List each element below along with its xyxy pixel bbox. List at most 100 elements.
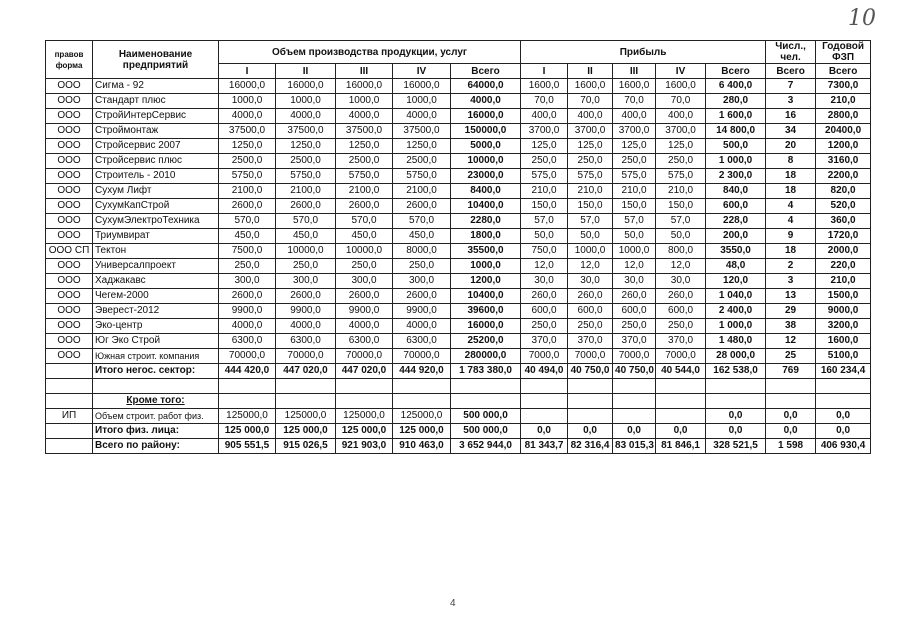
cell: 2600,0 (392, 288, 451, 304)
cell: 2600,0 (275, 198, 336, 214)
cell: 3160,0 (815, 153, 872, 169)
name-cell: Всего по району: (92, 438, 219, 454)
cell (815, 378, 872, 394)
cell: 38 (765, 318, 817, 334)
cell (45, 393, 93, 409)
cell: 2100,0 (392, 183, 451, 199)
cell: 1 000,0 (705, 153, 767, 169)
header-cell: Наименование предприятий (92, 40, 219, 79)
cell: 125,0 (612, 138, 657, 154)
cell: 6 400,0 (705, 78, 767, 94)
cell: 40 750,0 (567, 363, 614, 379)
cell: 1 600,0 (705, 108, 767, 124)
cell: 12,0 (655, 258, 707, 274)
cell: 7500,0 (218, 243, 276, 259)
cell: 1720,0 (815, 228, 872, 244)
name-cell: Стройсервис 2007 (92, 138, 219, 154)
cell (612, 378, 657, 394)
cell: 370,0 (567, 333, 614, 349)
cell: 0,0 (705, 423, 767, 439)
cell: 360,0 (815, 213, 872, 229)
cell: ООО (45, 303, 93, 319)
table-row: ООО Сухум Лифт 2100,0 2100,0 2100,0 2100,0 840… (45, 183, 872, 199)
cell: 12,0 (612, 258, 657, 274)
cell: 575,0 (520, 168, 569, 184)
header-subcell: III (335, 63, 393, 79)
cell: 40 544,0 (655, 363, 707, 379)
name-cell: Тектон (92, 243, 219, 259)
cell: ООО (45, 138, 93, 154)
cell: 81 846,1 (655, 438, 707, 454)
cell: 800,0 (655, 243, 707, 259)
cell: 81 343,7 (520, 438, 569, 454)
cell: 4 (765, 198, 817, 214)
cell: ООО (45, 168, 93, 184)
cell: 1000,0 (218, 93, 276, 109)
header-subcell: Всего (705, 63, 767, 79)
header-subcell: IV (655, 63, 707, 79)
cell: 250,0 (520, 318, 569, 334)
cell: 70000,0 (392, 348, 451, 364)
cell: 12,0 (520, 258, 569, 274)
cell: 5750,0 (335, 168, 393, 184)
name-cell: Стройсервис плюс (92, 153, 219, 169)
cell: 1200,0 (815, 138, 872, 154)
cell: 280,0 (705, 93, 767, 109)
cell: ООО (45, 228, 93, 244)
cell: 3550,0 (705, 243, 767, 259)
cell: 300,0 (335, 273, 393, 289)
cell: 1800,0 (449, 228, 522, 244)
cell: 7000,0 (655, 348, 707, 364)
table-row: Итого физ. лица: 125 000,0 125 000,0 125 00… (45, 423, 872, 439)
cell: ИП (45, 408, 93, 424)
table-row: ООО Чегем-2000 2600,0 2600,0 2600,0 2600,0 104… (45, 288, 872, 304)
cell: 1000,0 (567, 243, 614, 259)
name-cell: Объем строит. работ физ. (92, 408, 219, 424)
cell: 2600,0 (335, 198, 393, 214)
header-subcell: I (218, 63, 276, 79)
cell: 0,0 (655, 423, 707, 439)
cell: 1200,0 (449, 273, 522, 289)
cell: 9900,0 (218, 303, 276, 319)
table-row: ООО Универсалпроект 250,0 250,0 250,0 250,0 10… (45, 258, 872, 274)
table-row: ООО Южная строит. компания 70000,0 70000,0 7… (45, 348, 872, 364)
cell: 0,0 (815, 408, 872, 424)
cell: ООО (45, 348, 93, 364)
cell: 250,0 (612, 318, 657, 334)
cell: 2 300,0 (705, 168, 767, 184)
handwritten-number: 10 (848, 6, 876, 31)
cell: ООО (45, 318, 93, 334)
cell: 1000,0 (612, 243, 657, 259)
cell: 50,0 (655, 228, 707, 244)
cell: 25200,0 (449, 333, 522, 349)
cell (655, 378, 707, 394)
cell: 1000,0 (275, 93, 336, 109)
cell (567, 393, 614, 409)
cell: 9900,0 (275, 303, 336, 319)
cell: 1 480,0 (705, 333, 767, 349)
cell: 0,0 (815, 423, 872, 439)
name-cell: Строймонтаж (92, 123, 219, 139)
cell: ООО (45, 273, 93, 289)
table-row: ООО Эко-центр 4000,0 4000,0 4000,0 4000,0 1600… (45, 318, 872, 334)
cell: 150,0 (655, 198, 707, 214)
cell: 1250,0 (392, 138, 451, 154)
name-cell: Итого негос. сектор: (92, 363, 219, 379)
name-cell: Юг Эко Строй (92, 333, 219, 349)
cell: 570,0 (218, 213, 276, 229)
cell: 600,0 (705, 198, 767, 214)
cell: 210,0 (655, 183, 707, 199)
header-subcell: II (567, 63, 614, 79)
cell: 0,0 (520, 423, 569, 439)
cell (275, 378, 336, 394)
cell: 0,0 (765, 408, 817, 424)
header-subcell: II (275, 63, 336, 79)
cell (612, 393, 657, 409)
cell: 2600,0 (392, 198, 451, 214)
name-cell: СтройИнтерСервис (92, 108, 219, 124)
cell (335, 393, 393, 409)
cell: 450,0 (392, 228, 451, 244)
cell: 210,0 (815, 273, 872, 289)
table-row (45, 378, 872, 394)
cell: 125000,0 (392, 408, 451, 424)
